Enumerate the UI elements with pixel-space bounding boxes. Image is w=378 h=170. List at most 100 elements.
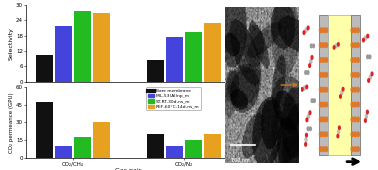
FancyBboxPatch shape: [319, 15, 328, 155]
Circle shape: [335, 44, 337, 48]
Circle shape: [354, 132, 356, 137]
Circle shape: [354, 102, 356, 107]
Circle shape: [319, 28, 322, 33]
Circle shape: [319, 43, 322, 47]
Circle shape: [319, 72, 322, 77]
Circle shape: [367, 34, 369, 38]
Bar: [204, 23, 221, 82]
Circle shape: [371, 72, 373, 76]
Circle shape: [357, 102, 359, 107]
Circle shape: [313, 99, 315, 103]
Circle shape: [322, 117, 325, 122]
Circle shape: [351, 147, 353, 151]
Bar: [74, 12, 91, 82]
Circle shape: [351, 117, 353, 122]
Circle shape: [369, 75, 371, 79]
Circle shape: [307, 114, 310, 118]
Bar: [93, 13, 110, 82]
Circle shape: [365, 36, 367, 40]
Circle shape: [354, 58, 356, 62]
Circle shape: [357, 43, 359, 47]
FancyBboxPatch shape: [328, 15, 350, 155]
Circle shape: [310, 127, 311, 131]
Circle shape: [310, 44, 312, 48]
Circle shape: [313, 44, 314, 48]
Circle shape: [340, 95, 341, 98]
Circle shape: [311, 99, 313, 103]
Circle shape: [354, 87, 356, 92]
Circle shape: [306, 118, 308, 122]
Y-axis label: CO₂ permeance (GPU): CO₂ permeance (GPU): [9, 92, 14, 153]
Circle shape: [333, 46, 335, 49]
Circle shape: [322, 102, 325, 107]
Circle shape: [325, 132, 327, 137]
Circle shape: [309, 111, 311, 114]
Circle shape: [351, 102, 353, 107]
Circle shape: [351, 87, 353, 92]
Circle shape: [309, 64, 311, 67]
Circle shape: [357, 117, 359, 122]
Bar: [36, 102, 53, 158]
Circle shape: [319, 102, 322, 107]
Circle shape: [368, 79, 370, 82]
Circle shape: [357, 147, 359, 151]
Circle shape: [351, 58, 353, 62]
Circle shape: [322, 28, 325, 33]
Circle shape: [311, 56, 313, 59]
Circle shape: [307, 127, 309, 131]
Circle shape: [305, 133, 307, 137]
Circle shape: [305, 71, 307, 74]
Circle shape: [357, 87, 359, 92]
Circle shape: [357, 58, 359, 62]
Circle shape: [325, 87, 327, 92]
Circle shape: [325, 43, 327, 47]
Bar: [166, 146, 183, 158]
Circle shape: [325, 147, 327, 151]
Circle shape: [322, 147, 325, 151]
Bar: [36, 55, 53, 82]
Bar: [147, 60, 164, 82]
Circle shape: [367, 55, 369, 59]
Circle shape: [322, 72, 325, 77]
Circle shape: [322, 43, 325, 47]
Circle shape: [369, 55, 371, 59]
Circle shape: [305, 143, 307, 146]
Circle shape: [325, 58, 327, 62]
Circle shape: [354, 28, 356, 33]
Bar: [166, 37, 183, 82]
Circle shape: [357, 28, 359, 33]
Text: 100 nm: 100 nm: [231, 158, 250, 163]
Circle shape: [351, 72, 353, 77]
Circle shape: [357, 132, 359, 137]
Circle shape: [367, 110, 368, 114]
Circle shape: [305, 138, 307, 142]
Circle shape: [307, 26, 309, 30]
Circle shape: [322, 87, 325, 92]
Circle shape: [325, 102, 327, 107]
Circle shape: [354, 147, 356, 151]
Bar: [74, 137, 91, 158]
Bar: [147, 134, 164, 158]
Circle shape: [342, 88, 344, 91]
Circle shape: [351, 132, 353, 137]
Circle shape: [338, 130, 339, 134]
Bar: [204, 134, 221, 158]
Circle shape: [351, 28, 353, 33]
Circle shape: [305, 28, 307, 32]
Legend: Bare membrane, MIL-53(Al)np_m, ST-RT-30d-ns_m, REF-60°C-14d-ns_m: Bare membrane, MIL-53(Al)np_m, ST-RT-30d…: [146, 88, 201, 110]
Circle shape: [325, 72, 327, 77]
Circle shape: [339, 126, 340, 129]
Circle shape: [363, 38, 364, 42]
Circle shape: [364, 119, 366, 122]
Circle shape: [322, 132, 325, 137]
Y-axis label: Selectivity: Selectivity: [9, 27, 14, 60]
Circle shape: [303, 31, 305, 34]
Bar: [55, 26, 72, 82]
Circle shape: [337, 134, 339, 138]
Circle shape: [307, 71, 309, 74]
Circle shape: [338, 43, 339, 46]
Circle shape: [306, 85, 308, 89]
X-axis label: Gas pair: Gas pair: [115, 168, 142, 170]
Circle shape: [325, 28, 327, 33]
Circle shape: [319, 132, 322, 137]
